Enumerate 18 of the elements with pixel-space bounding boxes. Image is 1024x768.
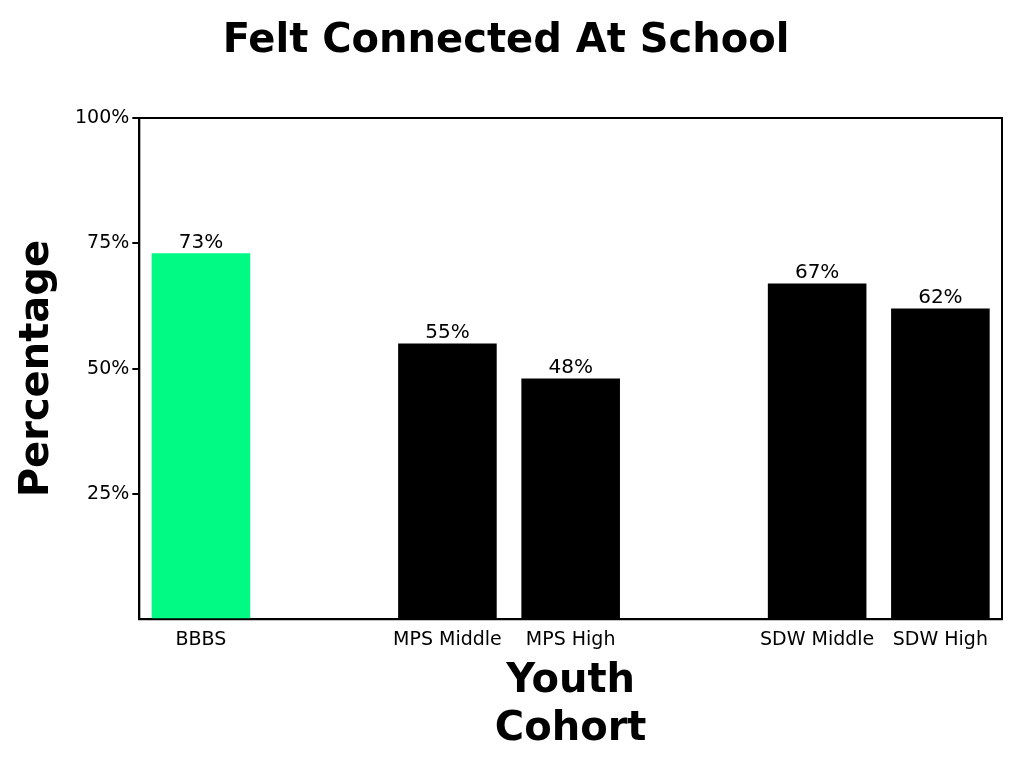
bar <box>151 253 251 620</box>
x-tick-label: MPS High <box>525 626 616 649</box>
y-tick-label: 75% <box>87 230 130 253</box>
data-label: 67% <box>794 258 840 283</box>
x-tick-label: SDW Middle <box>760 626 875 649</box>
x-tick-label: MPS Middle <box>393 626 502 649</box>
y-axis-title: Percentage <box>11 239 58 498</box>
x-tick-label: BBBS <box>175 626 227 649</box>
y-tick-label: 25% <box>87 480 130 503</box>
x-tick-label: SDW High <box>892 626 988 649</box>
data-label: 73% <box>178 228 224 253</box>
chart-title: Felt Connected At School <box>222 15 790 62</box>
data-label: 55% <box>425 318 470 343</box>
y-tick-label: 50% <box>87 355 130 378</box>
data-label: 62% <box>918 283 963 308</box>
y-tick-label: 100% <box>74 104 130 127</box>
x-axis-title: Youth Cohort <box>494 655 647 750</box>
data-label: 48% <box>548 353 593 378</box>
